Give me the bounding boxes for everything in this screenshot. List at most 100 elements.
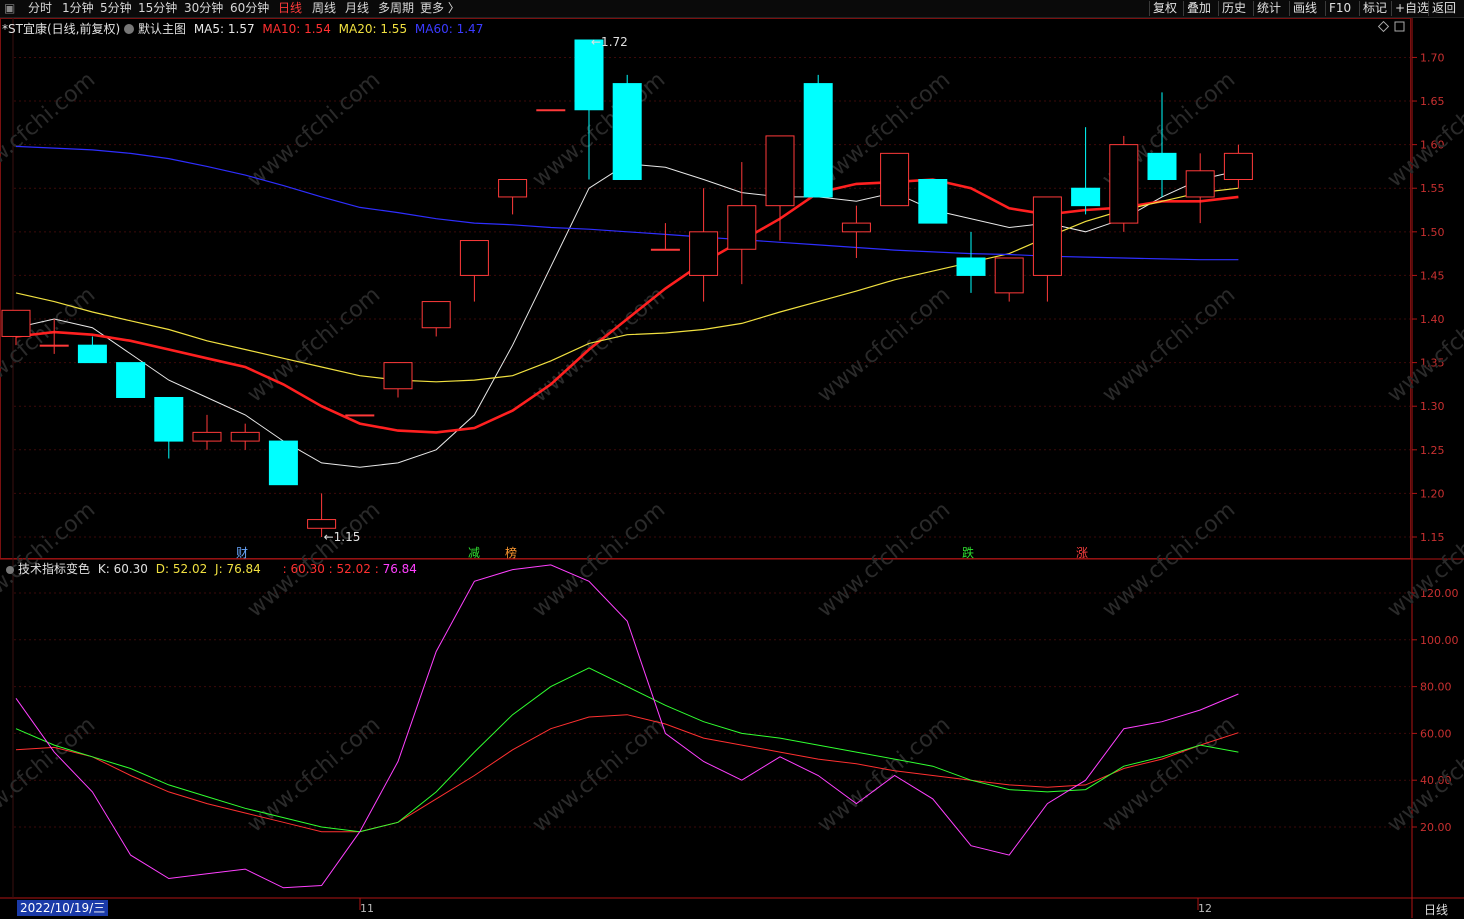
period-tab[interactable]: 15分钟 — [138, 1, 178, 15]
indicator-line-j — [15, 564, 1239, 889]
toolbar-button[interactable]: 返回 — [1432, 1, 1457, 15]
candle-body-up — [1032, 196, 1062, 276]
period-tab[interactable]: 更多 〉 — [420, 1, 460, 15]
y-tick-label: 1.15 — [1420, 531, 1445, 544]
j-value: J: 76.84 — [215, 562, 261, 576]
candle-body-up — [1109, 144, 1139, 224]
indicator-y-tick-label: 100.00 — [1420, 634, 1459, 647]
watermark-text: www.cfchi.com — [243, 67, 385, 192]
candle-body-down — [268, 440, 298, 486]
extra-values-j: 76.84 — [382, 562, 417, 576]
chart-area: 1.70 1.65 1.60 1.55 1.50 1.45 1.40 1.35 1.30 1.25… — [0, 18, 1464, 918]
candle-body-up — [1, 309, 31, 337]
period-tab[interactable]: 分时 — [28, 1, 53, 15]
toolbar-button[interactable]: 复权 — [1153, 1, 1178, 15]
ma60-label: MA60: 1.47 — [414, 22, 484, 36]
period-tab[interactable]: 周线 — [312, 1, 337, 15]
ma5-label: MA5: 1.57 — [193, 22, 255, 36]
period-tab[interactable]: 多周期 — [378, 1, 415, 15]
toolbar-button[interactable]: +自选 — [1395, 1, 1430, 15]
extra-values-mid: 52.02 : — [336, 562, 379, 576]
stock-title[interactable]: *ST宜康(日线,前复权) — [2, 22, 121, 36]
indicator-line-d — [15, 667, 1239, 833]
event-marker[interactable]: 榜 — [505, 546, 518, 560]
x-tick-nov: 11 — [360, 902, 374, 915]
indicator-y-tick-label: 40.00 — [1420, 774, 1452, 787]
event-marker[interactable]: 涨 — [1076, 546, 1089, 560]
ma20-label: MA20: 1.55 — [338, 22, 408, 36]
y-tick-label: 1.25 — [1420, 444, 1445, 457]
candle-body-up — [689, 231, 719, 276]
candle-body-up — [498, 179, 528, 198]
k-value: K: 60.30 — [97, 562, 148, 576]
watermark-text: www.cfchi.com — [1098, 712, 1240, 837]
watermark-text: www.cfchi.com — [1383, 497, 1464, 622]
candle-body-down — [1071, 187, 1101, 207]
y-tick-label: 1.50 — [1420, 226, 1445, 239]
watermark-text: www.cfchi.com — [1383, 282, 1464, 407]
candle-body-up — [345, 414, 375, 417]
candle-body-up — [880, 152, 910, 207]
toolbar-button[interactable]: 画线 — [1293, 1, 1318, 15]
y-tick-label: 1.30 — [1420, 400, 1445, 413]
candle-body-down — [612, 83, 642, 181]
main-chart-legend: *ST宜康(日线,前复权) 默认主图 MA5: 1.57 MA10: 1.54 … — [2, 20, 483, 37]
diamond-icon[interactable] — [1377, 20, 1390, 33]
candle-body-down — [1147, 152, 1177, 181]
period-tab[interactable]: 1分钟 — [62, 1, 94, 15]
toolbar-button[interactable]: 历史 — [1222, 1, 1247, 15]
period-corner-label[interactable]: 日线 — [1424, 903, 1449, 917]
period-tab[interactable]: 5分钟 — [100, 1, 132, 15]
watermark-text: www.cfchi.com — [528, 712, 670, 837]
candle-body-down — [116, 362, 146, 398]
indicator-y-tick-label: 120.00 — [1420, 587, 1459, 600]
window-layout-icon[interactable]: ▣ — [4, 1, 16, 15]
candle-body-up — [650, 248, 680, 251]
y-tick-label: 1.40 — [1420, 313, 1445, 326]
period-tab[interactable]: 30分钟 — [184, 1, 224, 15]
toolbar-button[interactable]: F10 — [1329, 1, 1352, 15]
indicator-name[interactable]: 技术指标变色 — [18, 562, 91, 576]
candle-body-down — [803, 83, 833, 198]
toolbar-separator — [1359, 1, 1360, 16]
watermark-text: www.cfchi.com — [0, 712, 100, 837]
event-marker[interactable]: 减 — [468, 546, 481, 560]
indicator-menu-icon[interactable] — [6, 566, 14, 574]
template-icon[interactable] — [123, 24, 134, 34]
y-tick-label: 1.45 — [1420, 269, 1445, 282]
event-marker[interactable]: 跌 — [962, 546, 975, 560]
y-tick-label: 1.20 — [1420, 487, 1445, 500]
toolbar-button[interactable]: 标记 — [1363, 1, 1388, 15]
period-toolbar: 分时 1分钟 5分钟 15分钟 30分钟 60分钟 日线 周线 月线 多周期 更多 〉 ▣ 复权 叠加 历史… — [0, 0, 1464, 18]
d-value: D: 52.02 — [155, 562, 208, 576]
template-label[interactable]: 默认主图 — [137, 22, 186, 36]
candle-body-up — [765, 135, 795, 207]
period-tab[interactable]: 60分钟 — [230, 1, 270, 15]
toolbar-separator — [1391, 1, 1392, 16]
candle-body-up — [994, 257, 1024, 294]
candle-body-up — [192, 431, 222, 442]
period-tab[interactable]: 日线 — [278, 1, 303, 15]
indicator-y-tick-label: 60.00 — [1420, 727, 1452, 740]
toolbar-button[interactable]: 叠加 — [1187, 1, 1212, 15]
candle-body-up — [230, 431, 260, 442]
watermark-text: www.cfchi.com — [0, 67, 100, 192]
toolbar-separator — [1218, 1, 1219, 16]
event-marker[interactable]: 财 — [236, 546, 249, 560]
x-tick-dec: 12 — [1198, 902, 1212, 915]
candle-body-down — [77, 344, 107, 364]
watermark-text: www.cfchi.com — [813, 282, 955, 407]
watermark-text: www.cfchi.com — [1098, 282, 1240, 407]
candle-body-up — [727, 205, 757, 250]
toolbar-separator — [1183, 1, 1184, 16]
indicator-legend: 技术指标变色 K: 60.30 D: 52.02 J: 76.84 : 60.3… — [6, 560, 417, 577]
candle-body-up — [383, 362, 413, 390]
toolbar-separator — [1253, 1, 1254, 16]
y-tick-label: 1.35 — [1420, 357, 1445, 370]
toolbar-button[interactable]: 统计 — [1257, 1, 1282, 15]
candle-body-up — [307, 519, 337, 529]
candle-body-up — [1185, 170, 1215, 198]
maximize-icon[interactable] — [1394, 21, 1405, 32]
low-price-label: ←1.15 — [324, 530, 361, 544]
period-tab[interactable]: 月线 — [345, 1, 370, 15]
